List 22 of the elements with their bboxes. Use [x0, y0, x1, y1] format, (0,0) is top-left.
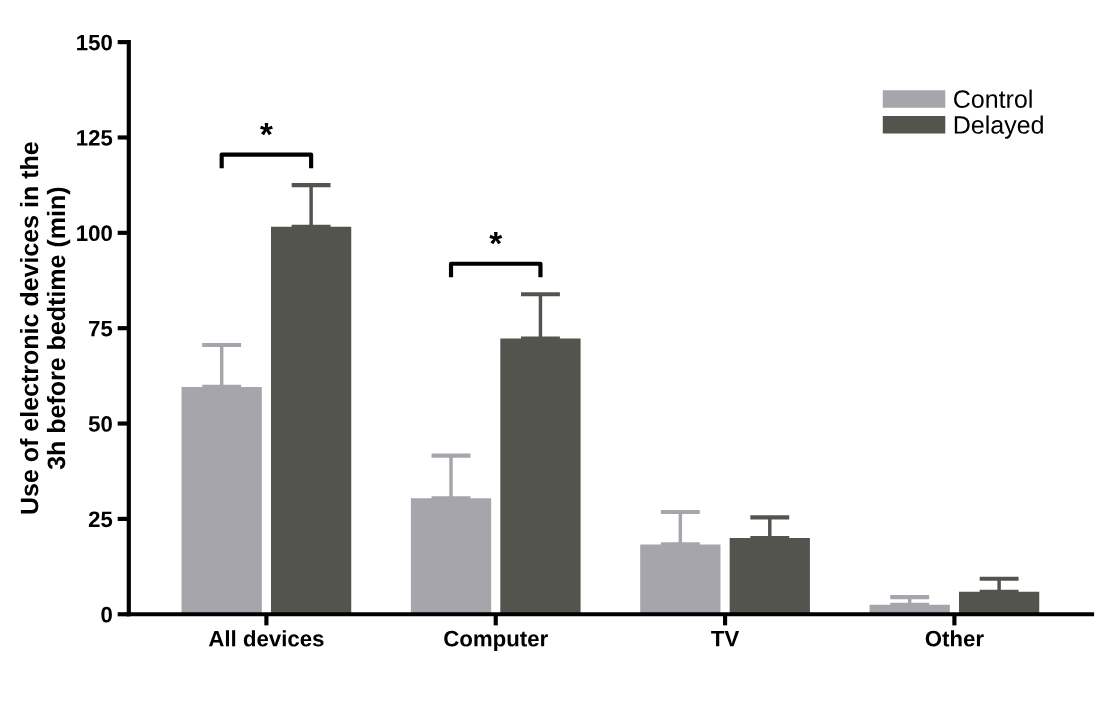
- y-tick-label: 25: [88, 511, 113, 528]
- x-tick-label: All devices: [208, 630, 324, 647]
- annotation: *: [489, 231, 503, 245]
- annotation: *: [260, 122, 273, 136]
- legend-label: Control: [954, 89, 1032, 108]
- bar: [181, 386, 262, 615]
- bar: [500, 338, 581, 615]
- y-tick-label: 75: [89, 320, 113, 337]
- y-tick-label: 125: [77, 130, 113, 146]
- y-tick-label: 50: [88, 416, 112, 432]
- bar: [729, 537, 810, 615]
- x-tick-label: Computer: [444, 630, 548, 651]
- legend-label: Delayed: [954, 115, 1043, 139]
- y-tick-label: 100: [77, 225, 112, 242]
- bar: [270, 226, 352, 615]
- bar: [410, 498, 492, 615]
- x-tick-label: Other: [925, 630, 984, 647]
- bar: [640, 544, 721, 615]
- x-tick-label: TV: [711, 631, 740, 647]
- y-axis-title: Use of electronic devices in the 3h before bedtime (min): [19, 142, 71, 514]
- y-tick-label: 0: [101, 606, 112, 623]
- y-tick-label: 150: [77, 34, 112, 51]
